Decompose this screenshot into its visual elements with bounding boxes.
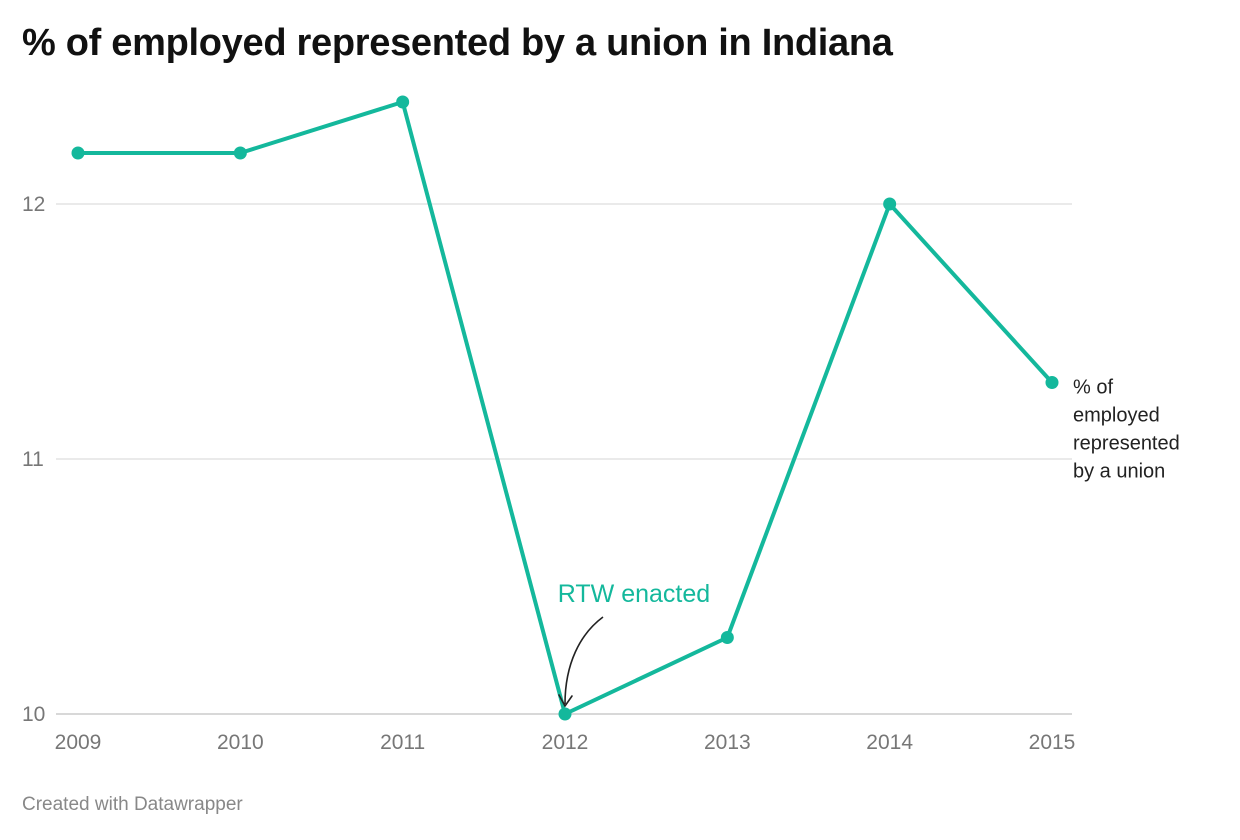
series-label: % of employed represented by a union bbox=[1073, 377, 1180, 483]
data-point bbox=[396, 95, 410, 109]
series-label-line: employed bbox=[1073, 405, 1160, 427]
data-point bbox=[233, 146, 247, 160]
annotation-arrowhead bbox=[558, 694, 573, 707]
data-point bbox=[71, 146, 85, 160]
data-point bbox=[720, 631, 734, 644]
gridlines bbox=[56, 203, 1072, 715]
x-tick-label: 2011 bbox=[380, 731, 425, 754]
x-tick-label: 2012 bbox=[542, 731, 589, 754]
series-label-line: by a union bbox=[1073, 461, 1165, 483]
y-axis-ticks: 10 11 12 bbox=[22, 193, 45, 726]
y-tick-label: 12 bbox=[22, 193, 45, 216]
annotation-label: RTW enacted bbox=[558, 580, 710, 608]
data-point bbox=[1045, 376, 1059, 389]
annotation-arrow bbox=[564, 616, 604, 705]
credit-footer: Created with Datawrapper bbox=[22, 794, 243, 815]
series-label-line: represented bbox=[1073, 433, 1180, 455]
x-tick-label: 2010 bbox=[217, 731, 264, 754]
series-line bbox=[76, 100, 1054, 716]
y-tick-label: 10 bbox=[22, 703, 45, 726]
x-tick-label: 2014 bbox=[866, 731, 913, 754]
x-tick-label: 2015 bbox=[1029, 731, 1076, 754]
y-tick-label: 11 bbox=[22, 448, 44, 471]
x-axis-ticks: 2009 2010 2011 2012 2013 2014 2015 bbox=[55, 731, 1076, 754]
data-point bbox=[883, 197, 897, 211]
series-layer: % of employed represented by a union bbox=[71, 95, 1180, 721]
x-tick-label: 2013 bbox=[704, 731, 751, 754]
x-tick-label: 2009 bbox=[55, 731, 102, 754]
chart-title: % of employed represented by a union in … bbox=[22, 22, 893, 64]
annotation-layer: RTW enacted bbox=[558, 580, 710, 707]
line-chart: 10 11 12 2009 2010 2011 2012 2013 2014 2015 % of… bbox=[22, 95, 1180, 754]
data-point bbox=[558, 707, 572, 721]
series-label-line: % of bbox=[1073, 377, 1113, 399]
